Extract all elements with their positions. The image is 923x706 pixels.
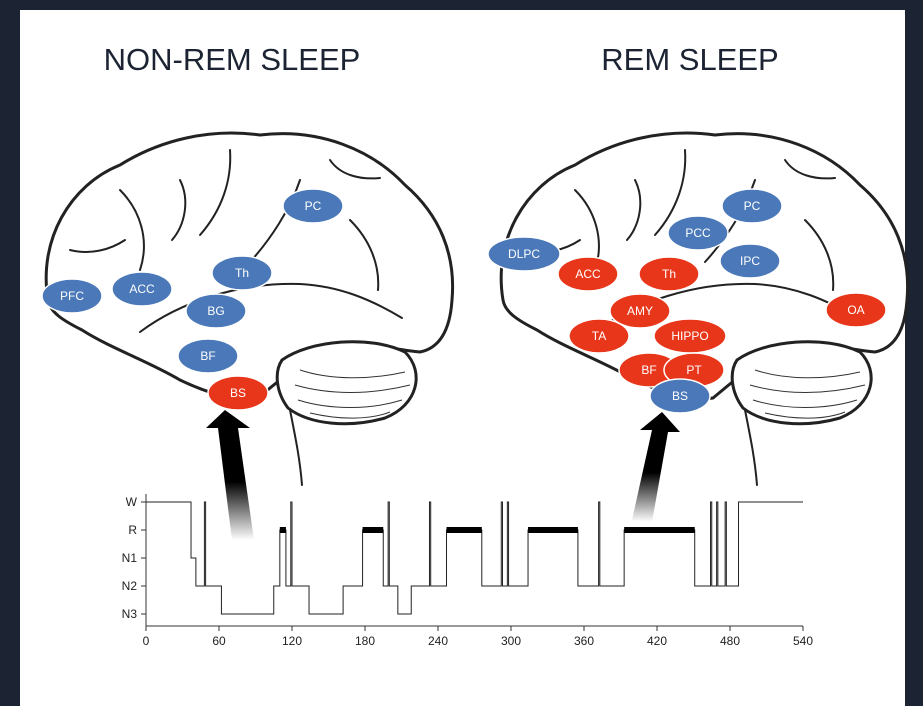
region-label: BF <box>641 363 656 377</box>
region-node <box>211 255 273 291</box>
region-label: BS <box>230 386 246 400</box>
hypnogram-line <box>146 501 803 615</box>
region-label: PT <box>686 363 702 377</box>
title-right: REM SLEEP <box>601 42 778 77</box>
rem-segment <box>624 527 695 533</box>
x-tick-label: 480 <box>720 634 740 648</box>
region-node <box>568 318 630 354</box>
region-node <box>282 188 344 224</box>
x-tick-label: 0 <box>143 634 150 648</box>
region-label: PFC <box>60 289 84 303</box>
x-tick-label: 240 <box>428 634 448 648</box>
region-label: IPC <box>740 254 760 268</box>
region-label: OA <box>847 303 864 317</box>
region-label: PC <box>305 199 322 213</box>
rem-segment <box>446 527 482 533</box>
x-tick-label: 180 <box>355 634 375 648</box>
region-label: BF <box>200 349 215 363</box>
region-label: AMY <box>627 304 653 318</box>
region-node <box>721 188 783 224</box>
arrow-right <box>632 412 680 522</box>
x-tick-label: 420 <box>647 634 667 648</box>
x-tick-label: 120 <box>282 634 302 648</box>
region-node <box>719 243 781 279</box>
region-node <box>557 256 619 292</box>
region-label: HIPPO <box>671 329 708 343</box>
x-tick-label: 300 <box>501 634 521 648</box>
x-tick-label: 360 <box>574 634 594 648</box>
title-left: NON-REM SLEEP <box>104 42 361 77</box>
region-node <box>649 378 711 414</box>
region-label: DLPC <box>508 247 540 261</box>
y-tick-label: W <box>126 495 138 509</box>
rem-segment <box>279 527 286 533</box>
region-node <box>207 375 269 411</box>
region-label: ACC <box>129 282 155 296</box>
region-label: Th <box>235 266 249 280</box>
region-node <box>185 293 247 329</box>
region-label: PC <box>744 199 761 213</box>
region-node <box>638 256 700 292</box>
region-node <box>487 236 561 272</box>
region-label: PCC <box>685 226 711 240</box>
y-tick-label: N2 <box>122 579 138 593</box>
region-label: Th <box>662 267 676 281</box>
region-node <box>825 292 887 328</box>
y-tick-label: R <box>128 523 137 537</box>
rem-segment <box>362 527 384 533</box>
arrow-left <box>206 410 254 540</box>
region-label: BS <box>672 389 688 403</box>
y-tick-label: N1 <box>122 551 138 565</box>
region-node <box>609 293 671 329</box>
x-tick-label: 540 <box>793 634 813 648</box>
region-node <box>177 338 239 374</box>
region-node <box>111 271 173 307</box>
y-tick-label: N3 <box>122 607 138 621</box>
x-tick-label: 60 <box>212 634 226 648</box>
region-label: TA <box>592 329 606 343</box>
region-label: ACC <box>575 267 601 281</box>
rem-segment <box>528 527 578 533</box>
region-node <box>667 215 729 251</box>
region-label: BG <box>207 304 224 318</box>
region-node <box>41 278 103 314</box>
